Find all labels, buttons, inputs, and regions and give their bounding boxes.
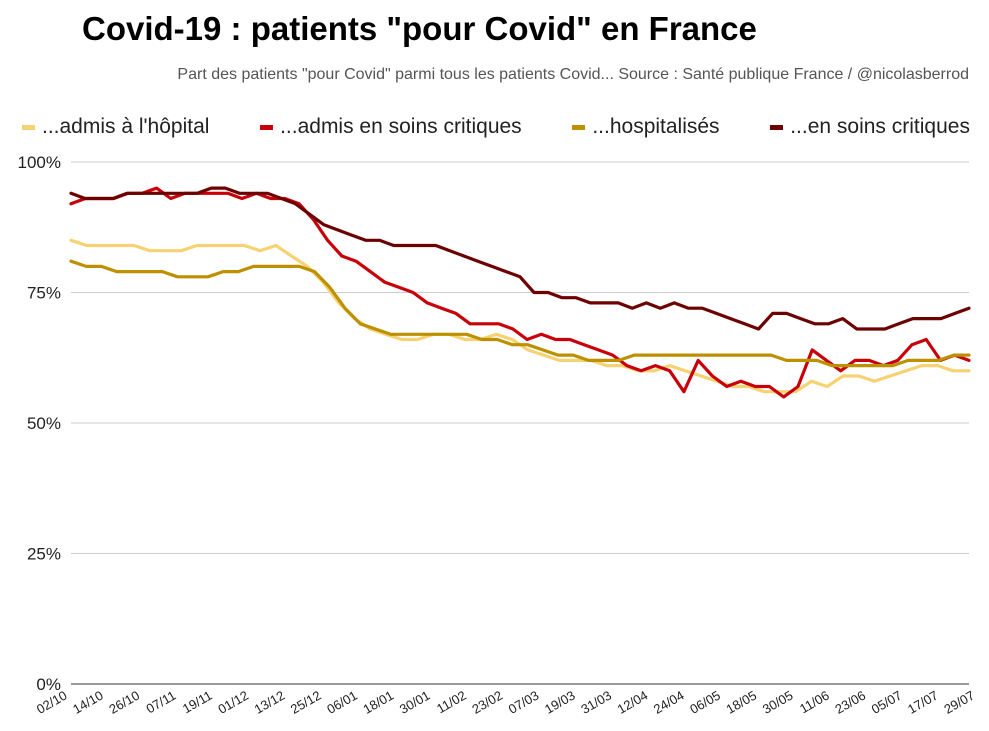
x-tick-label: 31/03 (578, 688, 614, 717)
x-tick-label: 23/02 (469, 688, 505, 717)
x-tick-label: 11/02 (434, 688, 469, 717)
x-tick-label: 19/11 (180, 688, 215, 717)
legend-label: ...admis à l'hôpital (42, 115, 210, 138)
y-tick-label: 100% (18, 153, 61, 172)
x-tick-label: 17/07 (905, 688, 941, 717)
y-tick-label: 50% (27, 414, 61, 433)
x-tick-label: 06/01 (324, 688, 360, 717)
legend-item-en-soins-critiques: ...en soins critiques (770, 115, 970, 139)
legend-label: ...admis en soins critiques (280, 115, 522, 138)
x-tick-label: 07/11 (144, 688, 179, 717)
legend-item-admis-hopital: ...admis à l'hôpital (22, 115, 209, 139)
legend: ...admis à l'hôpital ...admis en soins c… (22, 113, 970, 141)
x-tick-label: 23/06 (832, 688, 868, 717)
x-tick-label: 06/05 (687, 688, 723, 717)
x-tick-label: 26/10 (106, 688, 142, 717)
x-tick-label: 01/12 (215, 688, 251, 717)
y-tick-label: 75% (27, 284, 61, 303)
legend-swatch (572, 124, 586, 130)
x-tick-label: 18/01 (361, 688, 397, 717)
x-tick-label: 13/12 (252, 688, 288, 717)
y-tick-label: 25% (27, 545, 61, 564)
x-tick-label: 30/01 (397, 688, 433, 717)
legend-label: ...hospitalisés (592, 115, 720, 138)
legend-swatch (770, 124, 784, 130)
x-tick-label: 07/03 (506, 688, 542, 717)
x-tick-label: 30/05 (760, 688, 796, 717)
x-tick-label: 19/03 (542, 688, 578, 717)
legend-swatch (260, 124, 274, 130)
chart-title: Covid-19 : patients "pour Covid" en Fran… (82, 10, 757, 47)
x-tick-label: 14/10 (70, 688, 106, 717)
x-tick-label: 29/07 (941, 688, 977, 717)
y-tick-label: 0% (36, 675, 61, 694)
x-tick-label: 18/05 (724, 688, 760, 717)
legend-swatch (22, 124, 35, 130)
x-tick-label: 05/07 (869, 688, 905, 717)
legend-item-admis-soins-critiques: ...admis en soins critiques (260, 115, 522, 139)
chart-subtitle: Part des patients "pour Covid" parmi tou… (177, 66, 969, 83)
x-tick-label: 24/04 (651, 688, 687, 717)
x-tick-label: 12/04 (615, 688, 651, 717)
legend-item-hospitalises: ...hospitalisés (572, 115, 720, 139)
series-line-3 (69, 259, 971, 368)
x-tick-label: 25/12 (288, 688, 324, 717)
x-tick-label: 11/06 (797, 688, 832, 717)
series-line-1 (69, 238, 971, 394)
series-line-2 (69, 186, 971, 399)
series-line-4 (69, 186, 971, 331)
legend-label: ...en soins critiques (790, 115, 970, 138)
